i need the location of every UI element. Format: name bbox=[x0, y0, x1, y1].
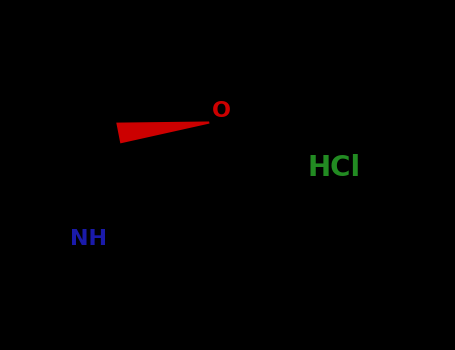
Text: HCl: HCl bbox=[308, 154, 361, 182]
Text: O: O bbox=[212, 101, 231, 121]
Polygon shape bbox=[116, 121, 209, 144]
Text: NH: NH bbox=[70, 229, 107, 249]
